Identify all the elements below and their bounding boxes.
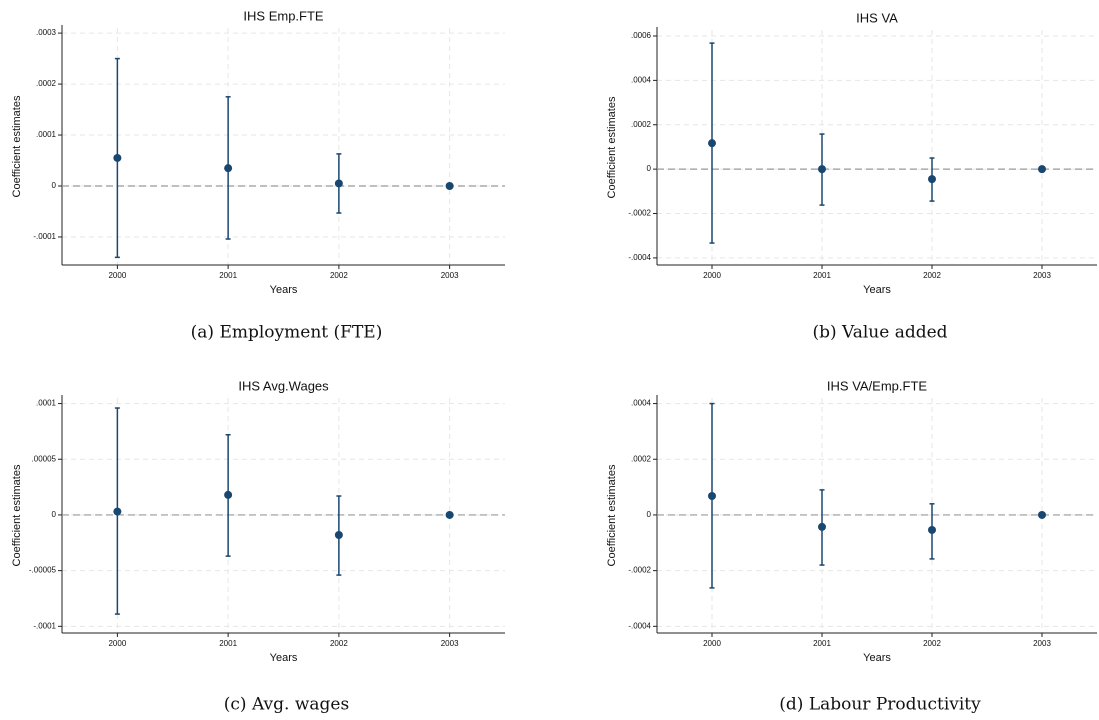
x-axis-label: Years xyxy=(270,284,298,296)
point xyxy=(1038,165,1046,174)
x-tick-label: 2000 xyxy=(703,271,721,280)
x-tick-label: 2001 xyxy=(813,639,831,648)
y-tick-label: 0 xyxy=(647,164,652,173)
point xyxy=(224,490,233,499)
chart-title: IHS Emp.FTE xyxy=(243,8,324,23)
y-tick-label: -.0001 xyxy=(33,621,56,630)
point xyxy=(334,530,343,539)
x-tick-label: 2000 xyxy=(108,271,126,280)
x-tick-label: 2002 xyxy=(923,639,941,648)
y-axis-label: Coefficient estimates xyxy=(606,96,618,198)
y-axis-label: Coefficient estimates xyxy=(11,95,23,197)
point xyxy=(113,153,122,162)
point xyxy=(224,164,233,173)
y-tick-label: .0002 xyxy=(631,120,652,129)
y-tick-label: .00005 xyxy=(32,454,57,463)
x-axis-label: Years xyxy=(863,284,891,296)
y-tick-label: -.0004 xyxy=(628,253,651,262)
point xyxy=(445,182,454,190)
x-tick-label: 2000 xyxy=(108,639,126,648)
y-tick-label: 0 xyxy=(647,510,652,519)
caption: (d) Labour Productivity xyxy=(779,695,981,715)
x-tick-label: 2001 xyxy=(219,271,237,280)
caption: (b) Value added xyxy=(812,323,947,343)
point xyxy=(708,139,716,148)
y-tick-label: -.0001 xyxy=(33,232,56,241)
x-tick-label: 2002 xyxy=(923,271,941,280)
caption: (c) Avg. wages xyxy=(224,695,349,715)
x-tick-label: 2000 xyxy=(703,639,721,648)
x-tick-label: 2002 xyxy=(330,271,348,280)
chart-title: IHS VA xyxy=(856,10,898,25)
caption: (a) Employment (FTE) xyxy=(191,323,383,343)
y-tick-label: -.0004 xyxy=(628,621,651,630)
point xyxy=(334,179,343,188)
x-tick-label: 2003 xyxy=(441,271,459,280)
y-tick-label: 0 xyxy=(52,181,57,190)
x-axis-label: Years xyxy=(863,652,891,664)
y-tick-label: -.00005 xyxy=(29,566,57,575)
y-tick-label: .0001 xyxy=(36,399,57,408)
chart-title: IHS VA/Emp.FTE xyxy=(827,378,927,393)
y-axis-label: Coefficient estimates xyxy=(11,464,23,566)
x-axis-label: Years xyxy=(270,652,298,664)
point xyxy=(818,165,826,174)
point xyxy=(818,522,826,531)
y-tick-label: .0006 xyxy=(631,31,652,40)
y-tick-label: 0 xyxy=(52,510,57,519)
y-tick-label: .0004 xyxy=(631,75,652,84)
y-tick-label: .0002 xyxy=(36,79,57,88)
y-tick-label: .0004 xyxy=(631,399,652,408)
point xyxy=(928,175,936,184)
chart-title: IHS Avg.Wages xyxy=(238,378,329,393)
point xyxy=(1038,510,1046,519)
y-tick-label: -.0002 xyxy=(628,209,651,218)
x-tick-label: 2003 xyxy=(1033,639,1051,648)
point xyxy=(708,492,716,501)
x-tick-label: 2003 xyxy=(1033,271,1051,280)
x-tick-label: 2002 xyxy=(330,639,348,648)
y-tick-label: -.0002 xyxy=(628,566,651,575)
y-tick-label: .0003 xyxy=(36,28,57,37)
x-tick-label: 2001 xyxy=(813,271,831,280)
point xyxy=(928,525,936,534)
point xyxy=(113,507,122,516)
x-tick-label: 2001 xyxy=(219,639,237,648)
y-tick-label: .0002 xyxy=(631,454,652,463)
y-tick-label: .0001 xyxy=(36,130,57,139)
x-tick-label: 2003 xyxy=(441,639,459,648)
y-axis-label: Coefficient estimates xyxy=(606,464,618,566)
point xyxy=(445,510,454,519)
